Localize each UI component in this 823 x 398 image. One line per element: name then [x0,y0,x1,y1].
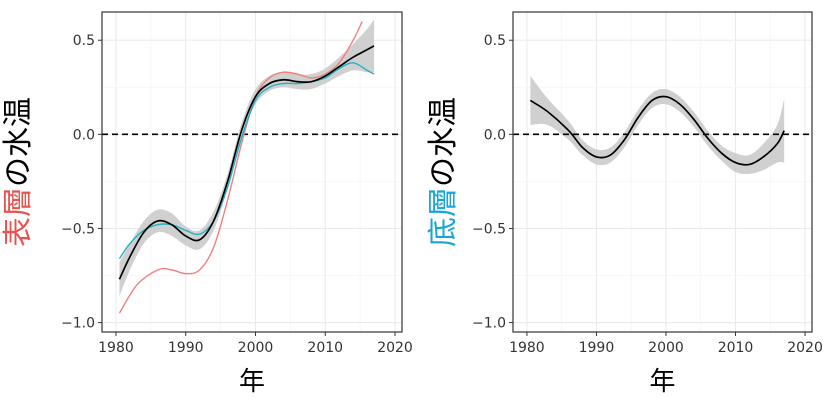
x-tick-label: 2020 [377,340,413,356]
confidence-band [530,76,785,175]
grid [513,12,812,332]
x-tick-label: 2020 [787,340,823,356]
x-tick-label: 2010 [307,340,343,356]
x-tick-label: 2010 [718,340,754,356]
y-tick-label: −1.0 [472,316,506,332]
x-tick-label: 1980 [98,340,134,356]
y-axis-label: 表層の水温 [1,97,36,247]
y-axis-label-part-1: 底層 [426,187,461,247]
series-line-1 [529,95,785,166]
y-axis-label-part-2: の水温 [1,97,36,187]
x-tick-label: 1990 [579,340,615,356]
x-tick-label: 1990 [168,340,204,356]
x-axis-label: 年 [239,367,265,397]
y-tick-label: 0.5 [484,33,506,49]
x-tick-label: 2000 [238,340,274,356]
series-line-1 [118,21,363,314]
y-axis-label-part-2: の水温 [426,97,461,187]
plot-frame [101,11,403,333]
plot-frame [512,11,813,333]
x-axis-label: 年 [649,367,675,397]
series-line-2 [118,62,375,259]
y-tick-label: 0.0 [484,127,506,143]
y-axis-label-part-1: 表層 [1,187,36,247]
x-tick-label: 1980 [509,340,545,356]
x-tick-label: 2000 [648,340,684,356]
y-tick-label: −0.5 [472,221,506,237]
confidence-band [119,19,375,297]
series-line-3 [118,45,375,280]
y-tick-label: 0.5 [73,33,95,49]
y-axis-label: 底層の水温 [426,97,461,247]
y-tick-label: −1.0 [61,316,95,332]
y-tick-label: −0.5 [61,221,95,237]
y-tick-label: 0.0 [73,127,95,143]
